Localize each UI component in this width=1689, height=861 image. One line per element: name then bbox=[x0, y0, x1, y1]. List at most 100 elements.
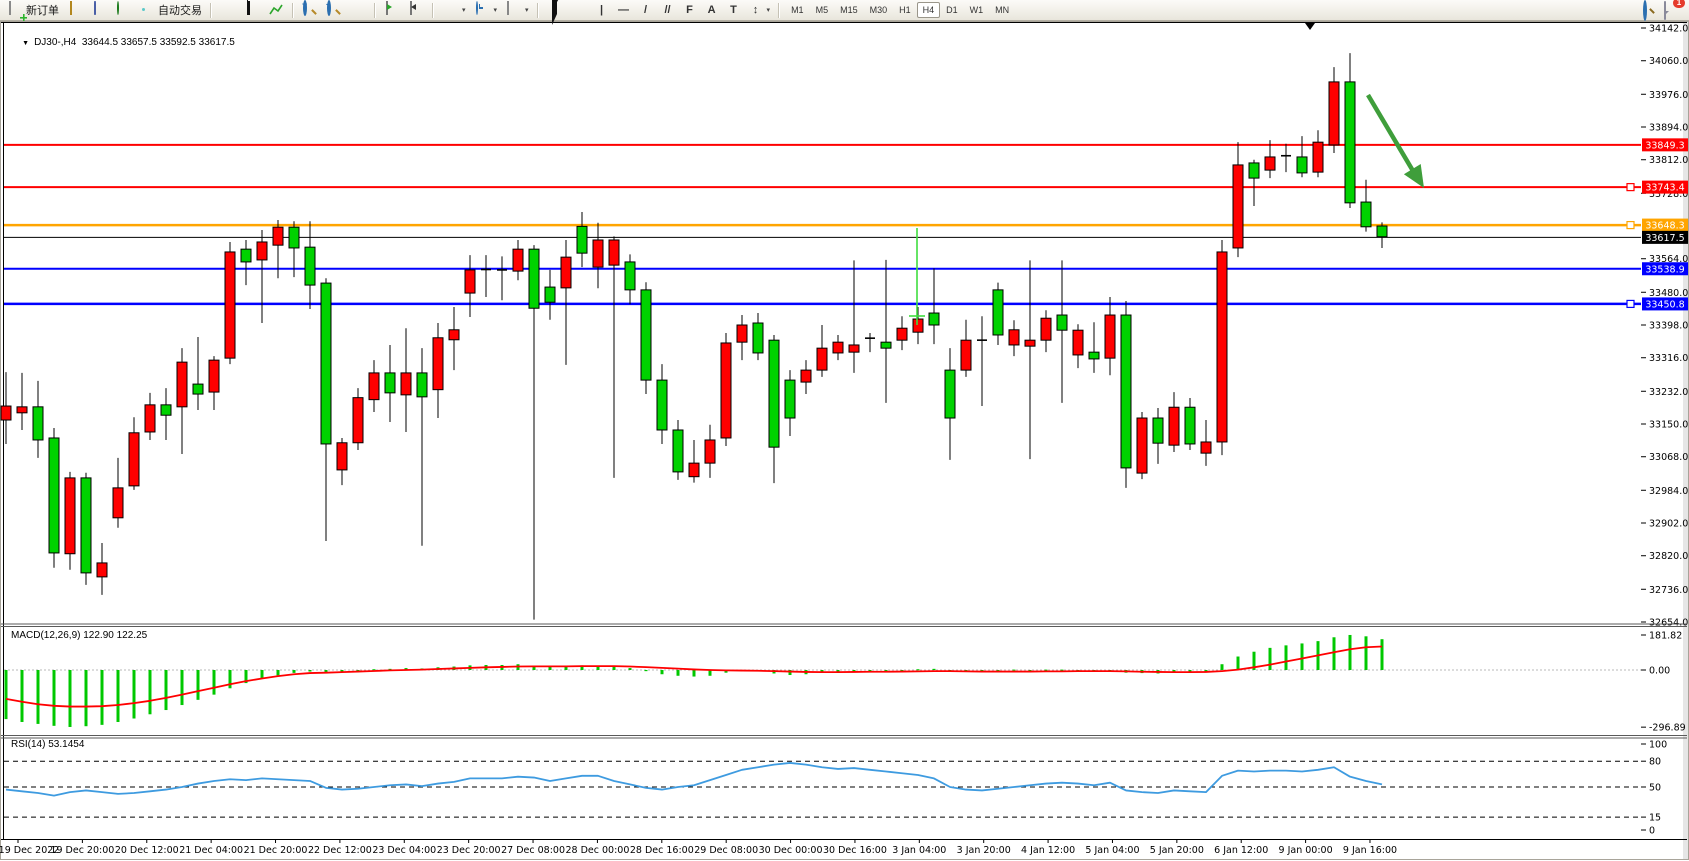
price-badge-33538.9 bbox=[1642, 262, 1688, 276]
price-badge-label: 33743.4 bbox=[1645, 183, 1684, 194]
cursor-tool-button[interactable] bbox=[544, 0, 566, 25]
search-button[interactable] bbox=[1641, 0, 1657, 21]
dropdown-icon: ▾ bbox=[462, 7, 466, 14]
candle-up bbox=[96, 562, 108, 578]
timeframe-M1[interactable]: M1 bbox=[791, 5, 804, 15]
price-tick-label: 32984.0 bbox=[1649, 486, 1688, 497]
horizontal-line-tool-button[interactable]: — bbox=[614, 1, 634, 20]
separator bbox=[374, 2, 376, 18]
zoom-in-icon: + bbox=[302, 0, 307, 16]
chart-window-frame bbox=[0, 21, 1689, 860]
macd-histogram-bar bbox=[708, 670, 712, 676]
macd-histogram-bar bbox=[996, 670, 1000, 671]
separator bbox=[778, 2, 781, 18]
timeframe-M15[interactable]: M15 bbox=[840, 5, 858, 15]
price-tick-label: 34142.0 bbox=[1649, 24, 1688, 35]
candle-up bbox=[448, 329, 460, 341]
crosshair-tool-button[interactable] bbox=[568, 1, 590, 20]
auto-scroll-icon bbox=[386, 1, 392, 15]
zoom-out-button[interactable]: - bbox=[323, 0, 345, 20]
channel-tool-button[interactable]: // bbox=[658, 1, 678, 20]
new-order-button[interactable]: 新订单 bbox=[4, 1, 62, 20]
line-chart-button[interactable] bbox=[265, 1, 287, 20]
macd-histogram-bar bbox=[644, 670, 648, 672]
symbol-ohlc-text: DJ30-,H4 33644.5 33657.5 33592.5 33617.5 bbox=[34, 37, 235, 48]
candle-up bbox=[1328, 81, 1340, 146]
macd-histogram-bar bbox=[852, 670, 856, 671]
candlestick-chart-button[interactable] bbox=[241, 1, 263, 20]
periods-button[interactable]: ▾ bbox=[471, 1, 501, 20]
tile-windows-button[interactable] bbox=[347, 1, 369, 20]
timeframe-MN[interactable]: MN bbox=[995, 5, 1010, 15]
timeframe-H1[interactable]: H1 bbox=[899, 5, 911, 15]
timeframe-H4[interactable]: H4 bbox=[916, 2, 941, 18]
fibonacci-tool-button[interactable]: F bbox=[680, 1, 700, 20]
candle-up bbox=[336, 442, 348, 471]
periods-icon bbox=[475, 1, 478, 15]
timeframe-D1[interactable]: D1 bbox=[946, 5, 958, 15]
down-arrow-annotation[interactable] bbox=[1366, 93, 1418, 178]
text-tool-button[interactable]: A bbox=[702, 1, 722, 20]
price-badge-33849.3 bbox=[1642, 138, 1688, 152]
chart-window-button[interactable] bbox=[64, 1, 86, 20]
macd-histogram-bar bbox=[388, 668, 392, 670]
candle-up bbox=[1232, 164, 1244, 249]
chart-shift-icon bbox=[410, 1, 416, 15]
macd-histogram-bar bbox=[148, 670, 152, 715]
time-label: 6 Jan 12:00 bbox=[1214, 845, 1268, 856]
candle-up bbox=[432, 337, 444, 391]
templates-button[interactable]: ▾ bbox=[502, 1, 532, 20]
macd-histogram-bar bbox=[244, 670, 248, 684]
candle-up bbox=[704, 439, 716, 464]
signals-icon bbox=[117, 1, 119, 15]
symbol-dropdown-icon[interactable]: ▼ bbox=[22, 40, 30, 47]
hline-handle[interactable] bbox=[1626, 220, 1635, 230]
time-label: 30 Dec 00:00 bbox=[759, 845, 823, 856]
macd-histogram-bar bbox=[100, 670, 104, 725]
chart-shift-marker[interactable] bbox=[1305, 23, 1315, 30]
strategy-tester-button[interactable] bbox=[88, 1, 110, 20]
auto-scroll-button[interactable] bbox=[381, 1, 403, 20]
price-badge-33617.5 bbox=[1642, 230, 1688, 244]
price-tick-label: 33068.0 bbox=[1649, 452, 1688, 463]
signals-button[interactable] bbox=[112, 1, 134, 20]
vertical-line-tool-button[interactable]: | bbox=[592, 1, 612, 20]
zoom-in-button[interactable]: + bbox=[299, 0, 321, 20]
text-label-tool-button[interactable]: T bbox=[724, 1, 744, 20]
macd-histogram-bar bbox=[692, 670, 696, 677]
candle-up bbox=[128, 432, 140, 487]
macd-histogram-bar bbox=[564, 666, 568, 670]
macd-histogram-bar bbox=[1236, 656, 1240, 670]
auto-trading-button[interactable]: 自动交易 bbox=[136, 1, 205, 20]
candle-down bbox=[784, 379, 796, 419]
candle-up bbox=[224, 251, 236, 359]
candle-up bbox=[560, 256, 572, 289]
price-badge-label: 33450.8 bbox=[1645, 299, 1684, 310]
chart-shift-button[interactable] bbox=[405, 1, 427, 20]
chat-button[interactable]: 1 bbox=[1663, 0, 1685, 20]
candle-down bbox=[576, 225, 588, 254]
arrows-tool-button[interactable]: ↕ ▾ bbox=[746, 1, 774, 20]
bar-chart-button[interactable] bbox=[217, 1, 239, 20]
trendline-tool-button[interactable]: / bbox=[636, 1, 656, 20]
candle-down bbox=[528, 248, 540, 309]
time-label: 22 Dec 12:00 bbox=[308, 845, 372, 856]
candle-up bbox=[400, 372, 412, 396]
timeframe-M30[interactable]: M30 bbox=[869, 5, 888, 15]
macd-histogram-bar bbox=[340, 670, 344, 673]
rsi-line bbox=[5, 762, 1383, 797]
macd-histogram-bar bbox=[596, 665, 600, 670]
candle-down bbox=[1248, 162, 1260, 179]
down-arrow-head bbox=[1403, 164, 1424, 188]
hline-handle[interactable] bbox=[1626, 183, 1635, 192]
hline-handle[interactable] bbox=[1626, 299, 1635, 309]
indicators-button[interactable]: ▾ bbox=[439, 1, 469, 20]
candle-up bbox=[16, 406, 28, 414]
macd-histogram-bar bbox=[580, 665, 584, 670]
macd-histogram-bar bbox=[196, 670, 200, 700]
timeframe-M5[interactable]: M5 bbox=[815, 5, 829, 15]
candle-up bbox=[464, 269, 476, 294]
macd-histogram-bar bbox=[1364, 636, 1368, 670]
timeframe-W1[interactable]: W1 bbox=[969, 5, 984, 15]
